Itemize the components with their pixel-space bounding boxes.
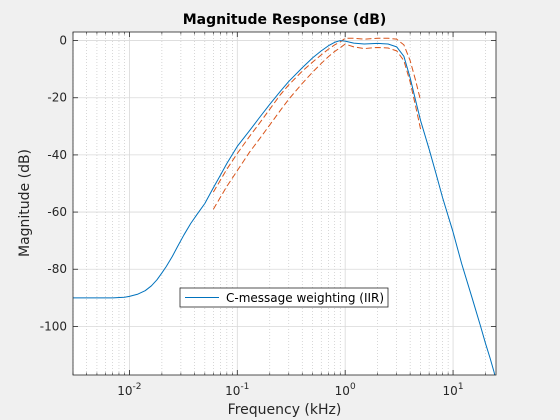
x-tick-label: 100: [335, 382, 356, 398]
y-tick-label: -40: [47, 148, 67, 162]
upper-mask-limit-line: [212, 37, 422, 193]
y-tick-label: -100: [40, 319, 67, 333]
x-tick-label: 10-2: [117, 382, 141, 398]
lower-mask-limit-line: [212, 43, 422, 210]
x-axis-label: Frequency (kHz): [228, 402, 342, 418]
y-tick-label: -20: [47, 91, 67, 105]
y-tick-label: -80: [47, 262, 67, 276]
series-layer: [73, 37, 496, 375]
legend-box: [179, 287, 389, 308]
ticks: 10-2 10-1 100 101 0 -20 -40 -60 -80 -100: [40, 32, 496, 398]
legend[interactable]: C-message weighting (IIR): [179, 287, 389, 308]
chart-title: Magnitude Response (dB): [183, 12, 387, 28]
y-tick-label: -60: [47, 205, 67, 219]
y-tick-label: 0: [59, 34, 67, 48]
axes-background: [73, 32, 496, 375]
x-tick-label: 10-1: [225, 382, 249, 398]
x-tick-label: 101: [443, 382, 464, 398]
legend-entry-label: C-message weighting (IIR): [226, 291, 384, 305]
c-message-weighting-iir-line: [73, 40, 496, 375]
y-axis-label: Magnitude (dB): [17, 149, 33, 257]
axes-box: [72, 31, 497, 376]
grid: [72, 32, 496, 375]
